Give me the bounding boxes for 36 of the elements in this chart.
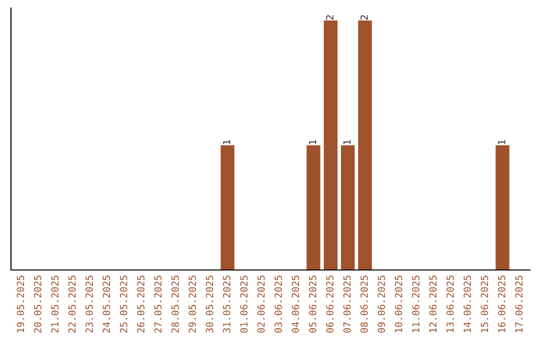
x-tick-label: 29.05.2025 bbox=[188, 276, 196, 333]
x-tick-label: 24.05.2025 bbox=[102, 276, 110, 333]
data-label: 1 bbox=[309, 140, 316, 144]
x-tick-label: 01.06.2025 bbox=[240, 276, 248, 333]
x-tick-label: 03.06.2025 bbox=[274, 276, 282, 333]
x-tick-label: 30.05.2025 bbox=[206, 276, 214, 333]
x-tick-label: 02.06.2025 bbox=[257, 276, 265, 333]
x-tick-label: 15.06.2025 bbox=[480, 276, 488, 332]
x-tick-label: 28.05.2025 bbox=[171, 276, 179, 333]
x-tick-label: 31.05.2025 bbox=[223, 276, 230, 333]
x-tick-label: 20.05.2025 bbox=[34, 276, 42, 333]
x-tick-label: 16.06.2025 bbox=[498, 276, 506, 332]
data-label: 1 bbox=[223, 140, 230, 144]
x-tick-label: 12.06.2025 bbox=[429, 276, 437, 332]
data-label: 2 bbox=[326, 15, 334, 20]
x-tick-label: 23.05.2025 bbox=[86, 276, 93, 333]
x-tick-label: 21.05.2025 bbox=[51, 276, 59, 333]
x-tick-label: 07.06.2025 bbox=[343, 276, 351, 333]
x-tick-label: 26.05.2025 bbox=[137, 276, 144, 333]
x-tick-label: 22.05.2025 bbox=[68, 276, 76, 333]
data-label: 1 bbox=[343, 140, 351, 144]
data-label: 1 bbox=[498, 140, 506, 144]
x-tick-label: 08.06.2025 bbox=[360, 276, 368, 333]
x-tick-label: 14.06.2025 bbox=[464, 276, 471, 332]
data-label: 2 bbox=[360, 15, 368, 20]
x-tick-label: 05.06.2025 bbox=[308, 276, 316, 333]
x-tick-label: 11.06.2025 bbox=[412, 276, 420, 332]
x-tick-label: 09.06.2025 bbox=[378, 276, 386, 333]
x-tick-label: 04.06.2025 bbox=[292, 276, 300, 333]
x-tick-label: 17.06.2025 bbox=[515, 276, 523, 332]
x-tick-label: 13.06.2025 bbox=[446, 276, 454, 332]
x-tick-label: 19.05.2025 bbox=[16, 276, 24, 332]
x-tick-label: 25.05.2025 bbox=[120, 276, 128, 333]
x-tick-label: 06.06.2025 bbox=[326, 276, 334, 333]
x-tick-label: 10.06.2025 bbox=[394, 276, 402, 332]
x-tick-label: 27.05.2025 bbox=[154, 276, 162, 333]
